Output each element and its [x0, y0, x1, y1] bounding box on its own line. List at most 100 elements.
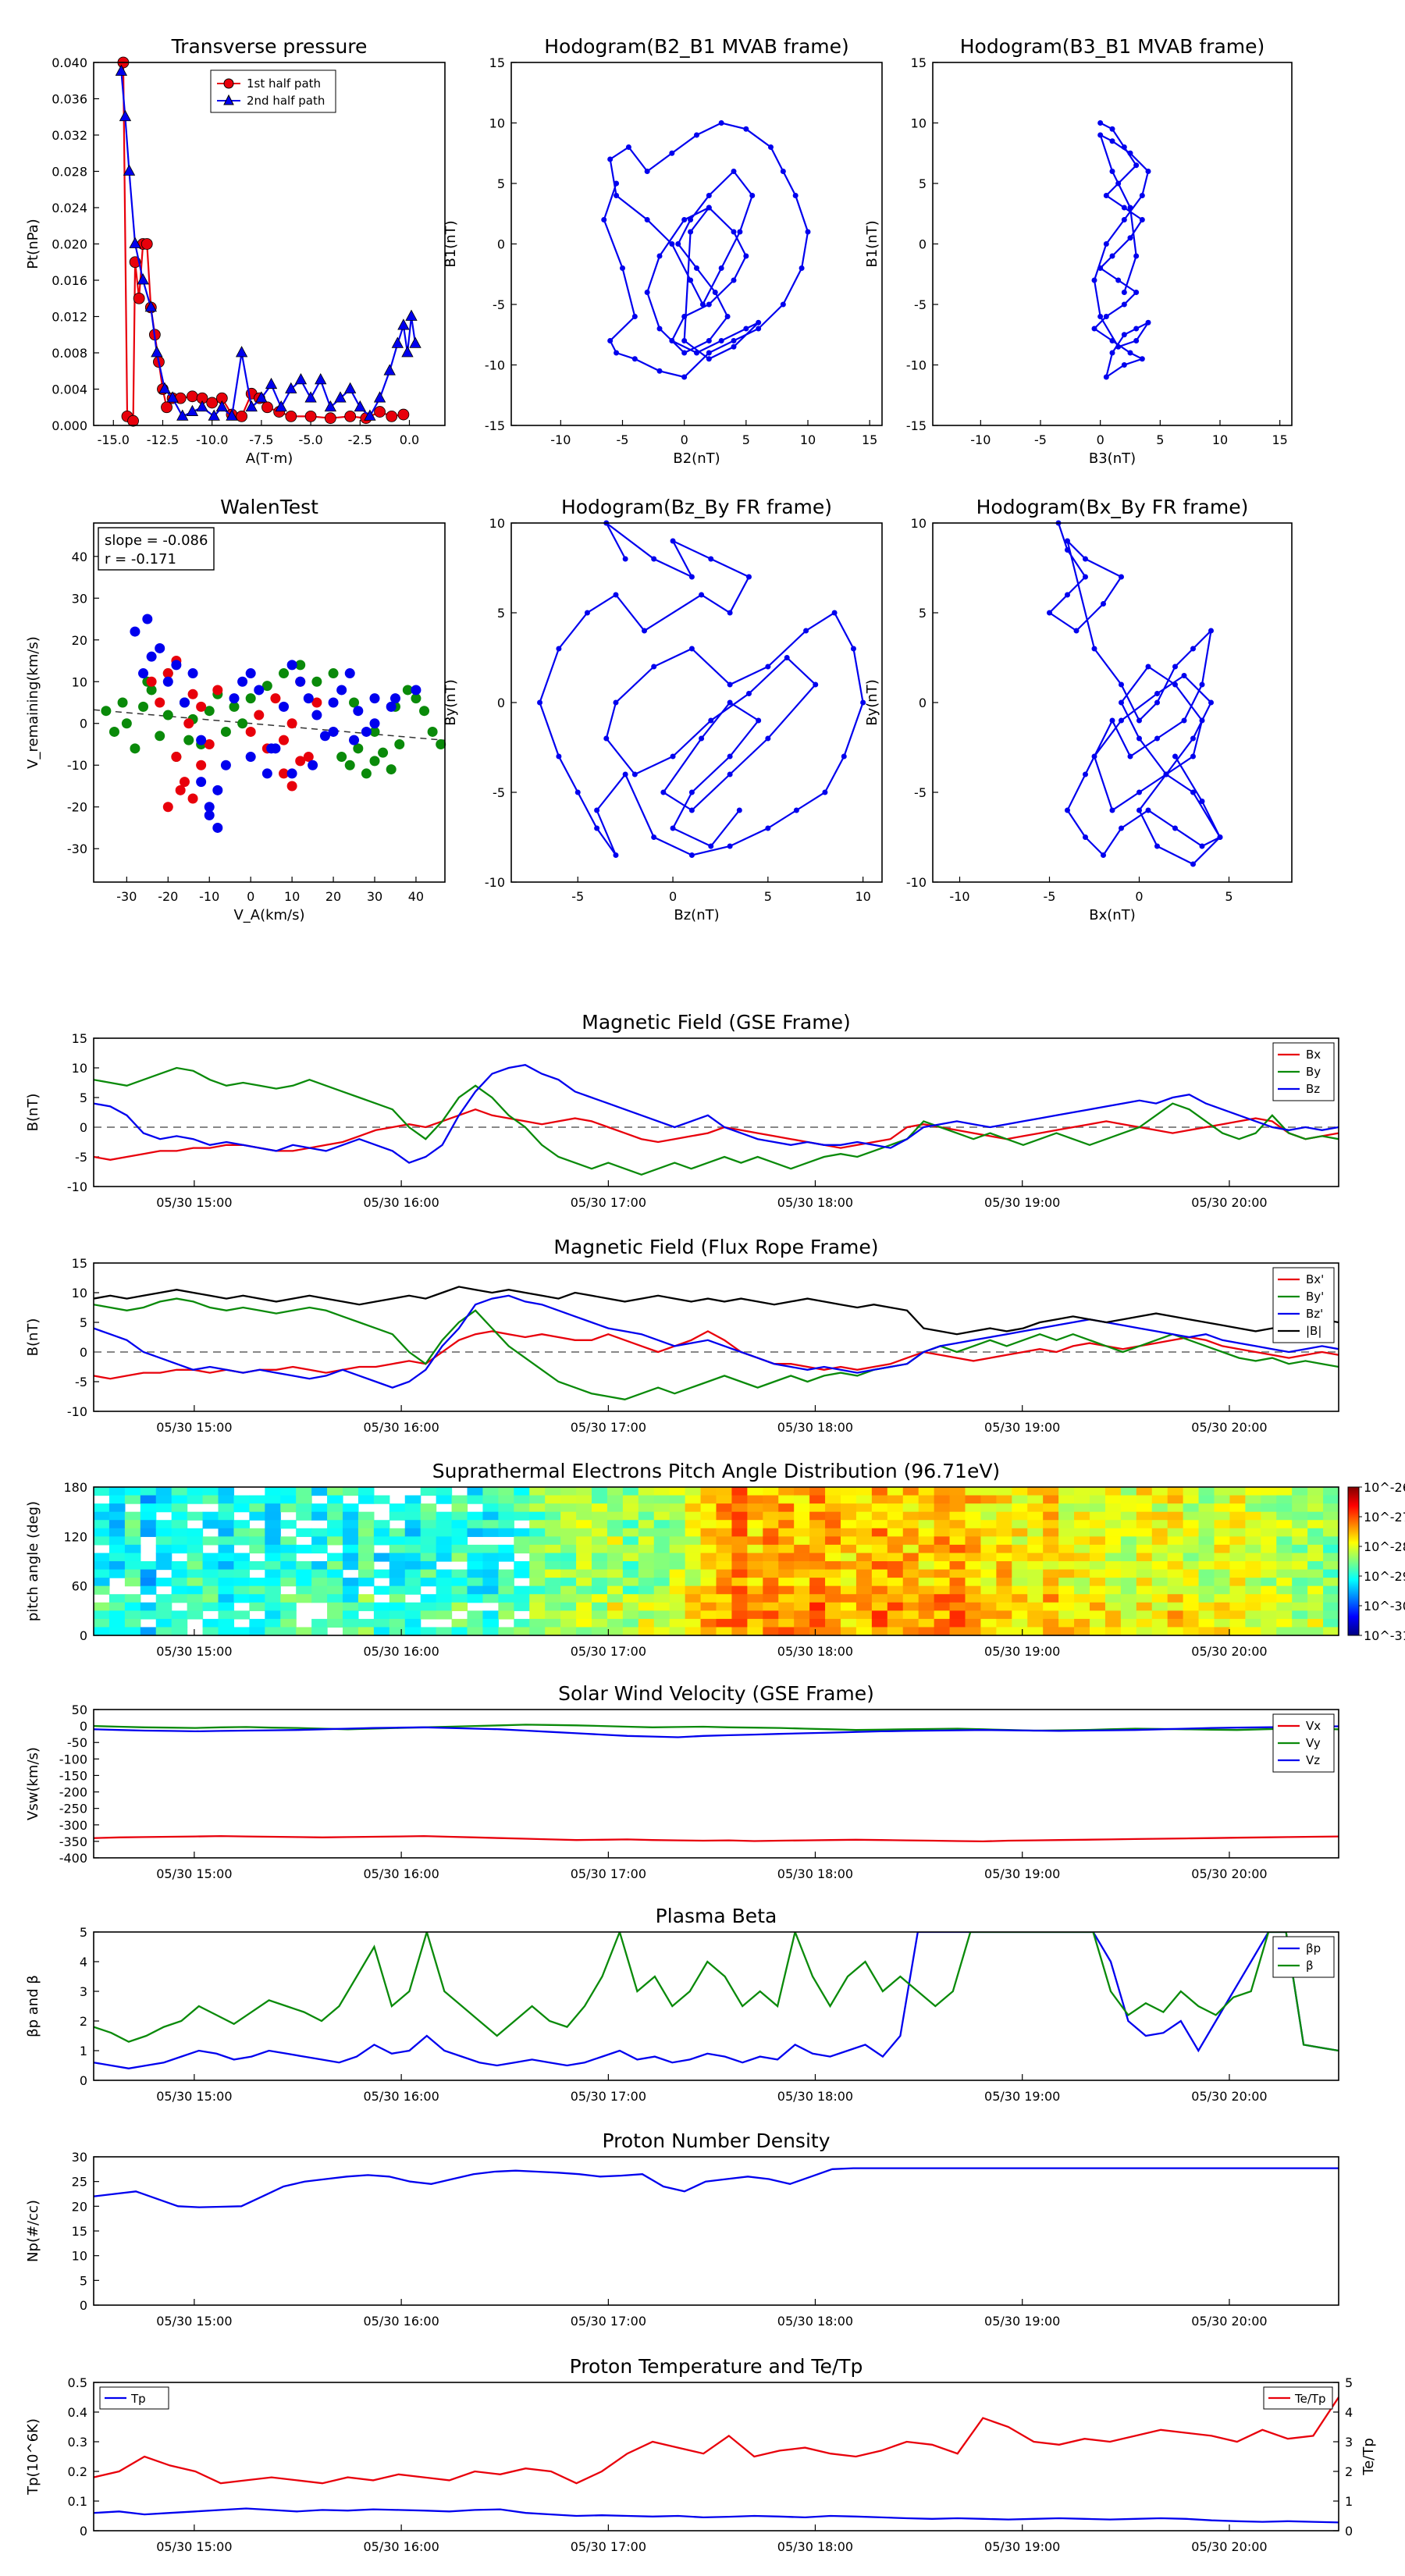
y-tick-label-pad: 0: [80, 1628, 87, 1643]
series-line-bx-by: [1048, 522, 1222, 866]
heatmap-cell: [296, 1627, 312, 1636]
data-point-red: [279, 735, 290, 745]
heatmap-cell: [265, 1578, 281, 1587]
data-point-blue: [171, 660, 182, 671]
heatmap-cell: [1043, 1610, 1059, 1620]
heatmap-cell: [996, 1520, 1012, 1529]
heatmap-cell: [871, 1569, 888, 1578]
heatmap-cell: [420, 1528, 437, 1537]
heatmap-cell: [809, 1610, 826, 1620]
heatmap-cell: [794, 1528, 810, 1537]
time-tick-label-vsw: 05/30 15:00: [156, 1866, 232, 1881]
heatmap-cell: [187, 1487, 204, 1496]
heatmap-cell: [887, 1503, 904, 1513]
heatmap-cell: [171, 1528, 188, 1537]
data-point-b2-b1: [743, 126, 749, 132]
heatmap-cell: [653, 1495, 670, 1504]
heatmap-cell: [1183, 1569, 1200, 1578]
data-point-red: [162, 802, 173, 813]
heatmap-cell: [108, 1627, 126, 1636]
data-point-b3-b1: [1091, 326, 1097, 332]
heatmap-cell: [855, 1544, 873, 1554]
heatmap-cell: [1229, 1553, 1246, 1562]
heatmap-cell: [202, 1520, 219, 1529]
heatmap-cell: [1027, 1602, 1044, 1611]
heatmap-cell: [1090, 1528, 1106, 1537]
heatmap-cell: [482, 1528, 499, 1537]
legend-label-by: By': [1306, 1290, 1324, 1304]
series-line-b3-b1: [1093, 122, 1151, 379]
heatmap-cell: [1136, 1602, 1153, 1611]
heatmap-cell: [918, 1585, 935, 1595]
heatmap-cell: [980, 1594, 997, 1603]
data-point-bx-by: [1073, 628, 1080, 634]
data-point-green: [279, 668, 290, 679]
time-tick-label-tp: 05/30 16:00: [363, 2539, 439, 2554]
data-point-b3-b1: [1103, 314, 1109, 319]
heatmap-cell: [1058, 1610, 1075, 1620]
heatmap-cell: [653, 1487, 670, 1496]
heatmap-cell: [249, 1503, 265, 1513]
heatmap-cell: [467, 1610, 484, 1620]
data-point-blue: [146, 651, 157, 662]
data-point-1st-half-path: [374, 406, 386, 418]
heatmap-cell: [404, 1553, 422, 1562]
heatmap-cell: [1104, 1520, 1122, 1529]
heatmap-cell: [980, 1578, 997, 1587]
heatmap-cell: [249, 1561, 265, 1571]
heatmap-cell: [1090, 1594, 1106, 1603]
heatmap-cell: [918, 1569, 935, 1578]
data-point-blue: [179, 697, 190, 708]
heatmap-cell: [700, 1610, 717, 1620]
heatmap-cell: [1245, 1553, 1261, 1562]
heatmap-cell: [778, 1578, 795, 1587]
data-point-b3-b1: [1103, 374, 1109, 380]
heatmap-cell: [357, 1627, 375, 1636]
heatmap-cell: [1012, 1511, 1028, 1521]
heatmap-cell: [389, 1585, 406, 1595]
heatmap-cell: [436, 1610, 453, 1620]
heatmap-cell: [1245, 1578, 1261, 1587]
heatmap-cell: [1245, 1585, 1261, 1595]
heatmap-cell: [622, 1520, 639, 1529]
heatmap-cell: [1151, 1569, 1168, 1578]
heatmap-cell: [592, 1578, 608, 1587]
data-point-2nd-half-path: [343, 382, 357, 393]
heatmap-cell: [1104, 1569, 1122, 1578]
data-point-green: [353, 743, 364, 754]
heatmap-cell: [902, 1618, 919, 1628]
heatmap-cell: [373, 1610, 390, 1620]
heatmap-cell: [1229, 1561, 1246, 1571]
heatmap-cell: [94, 1610, 110, 1620]
heatmap-cell: [404, 1520, 422, 1529]
panel-title-mag_fr: Magnetic Field (Flux Rope Frame): [553, 1236, 878, 1258]
heatmap-cell: [949, 1511, 966, 1521]
heatmap-cell: [1027, 1610, 1044, 1620]
heatmap-cell: [1151, 1585, 1168, 1595]
heatmap-cell: [1323, 1561, 1339, 1571]
heatmap-cell: [1307, 1578, 1324, 1587]
data-point-green: [295, 660, 306, 671]
data-point-bx-by: [1190, 789, 1196, 795]
heatmap-cell: [467, 1520, 484, 1529]
data-point-1st-half-path: [285, 410, 297, 422]
heatmap-cell: [638, 1569, 655, 1578]
heatmap-cell: [700, 1544, 717, 1554]
heatmap-cell: [560, 1511, 577, 1521]
annotation-text: r = -0.171: [105, 551, 176, 568]
panel-h2: Hodogram(B3_B1 MVAB frame)B1(nT)B3(nT)-1…: [864, 35, 1293, 467]
heatmap-cell: [218, 1544, 235, 1554]
heatmap-cell: [545, 1544, 561, 1554]
heatmap-cell: [357, 1594, 375, 1603]
heatmap-cell: [1276, 1544, 1293, 1554]
heatmap-cell: [1120, 1536, 1137, 1546]
heatmap-cell: [560, 1585, 577, 1595]
y-tick-label-np: 0: [80, 2298, 87, 2313]
y-tick-label-vsw: -100: [59, 1752, 87, 1767]
heatmap-cell: [467, 1544, 484, 1554]
heatmap-cell: [1323, 1503, 1339, 1513]
x-tick-label-h3: 5: [764, 889, 772, 904]
heatmap-cell: [1012, 1528, 1028, 1537]
heatmap-cell: [343, 1602, 359, 1611]
heatmap-cell: [1090, 1544, 1106, 1554]
